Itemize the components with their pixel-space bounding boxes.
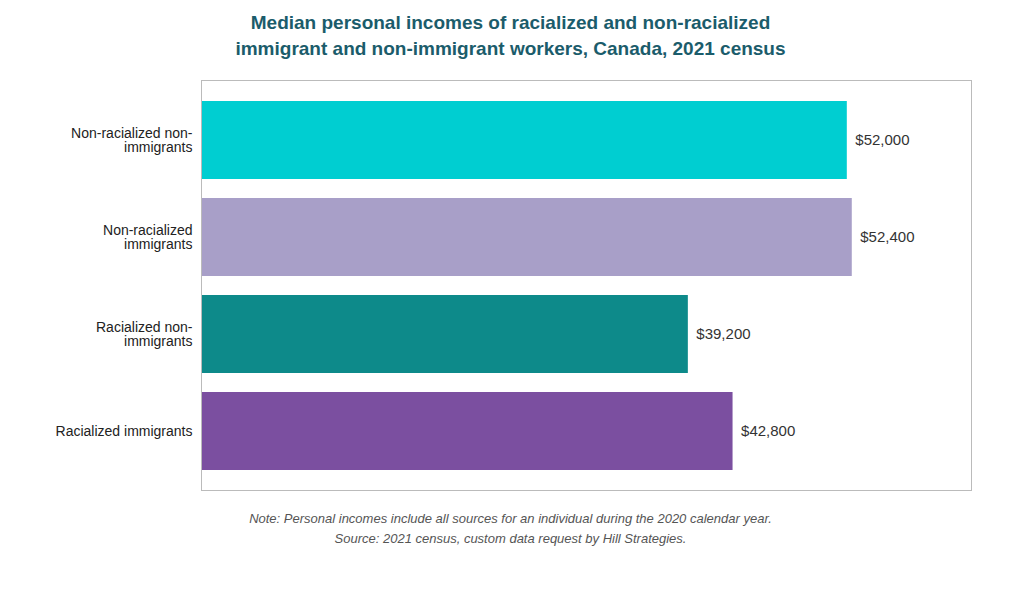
- svg-text:Racialized immigrants: Racialized immigrants: [55, 423, 192, 439]
- svg-text:$39,200: $39,200: [696, 326, 750, 343]
- svg-text:$52,400: $52,400: [860, 229, 914, 246]
- svg-text:Non-racializedimmigrants: Non-racializedimmigrants: [103, 222, 192, 252]
- html-text:Median personal incomes of rac: Median personal incomes of racialized an…: [235, 12, 786, 59]
- svg-text:Non-racialized non-immigrants: Non-racialized non-immigrants: [71, 125, 193, 155]
- svg-text:$52,000: $52,000: [855, 132, 909, 149]
- html-text:Note: Personal incomes include: Note: Personal incomes include all sourc…: [249, 511, 772, 546]
- svg-text:$42,800: $42,800: [741, 423, 795, 440]
- svg-text:Racialized non-immigrants: Racialized non-immigrants: [96, 319, 193, 349]
